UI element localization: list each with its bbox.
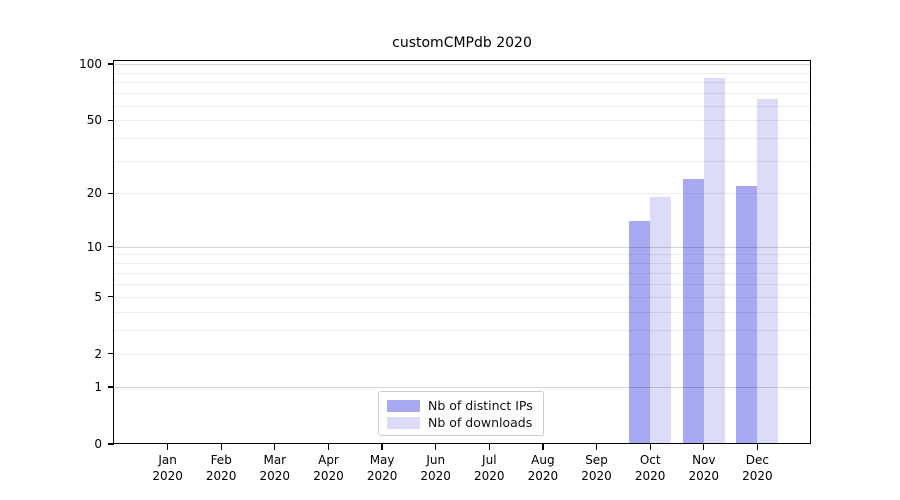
y-axis-tick xyxy=(108,386,114,388)
x-axis-tick xyxy=(595,444,598,450)
x-tick-year: 2020 xyxy=(366,469,398,483)
x-tick-label: Jan 2020 xyxy=(136,452,200,484)
x-tick-month: Nov xyxy=(692,453,716,467)
x-axis-tick xyxy=(381,444,383,450)
x-tick-year: 2020 xyxy=(205,469,237,483)
x-tick-label: Sep 2020 xyxy=(565,452,629,484)
x-axis-tick xyxy=(488,444,490,450)
gridline-minor xyxy=(114,254,810,256)
bar-dec-distinct-ips xyxy=(736,185,758,443)
x-tick-month: Sep xyxy=(585,453,608,467)
gridline-major xyxy=(114,386,810,388)
chart-title: customCMPdb 2020 xyxy=(392,35,532,51)
x-axis-tick xyxy=(649,444,651,450)
x-tick-month: Aug xyxy=(531,453,555,467)
y-tick-label: 2 xyxy=(94,346,102,361)
bar-nov-distinct-ips xyxy=(682,179,704,443)
y-axis-tick xyxy=(108,443,114,445)
x-tick-month: Jan xyxy=(158,453,177,467)
gridline-minor xyxy=(114,72,810,74)
gridline-minor xyxy=(114,263,810,265)
y-tick-label: 100 xyxy=(79,57,102,71)
x-tick-year: 2020 xyxy=(313,469,344,483)
legend-entry-distinct-ips: Nb of distinct IPs xyxy=(387,397,535,414)
gridline-minor xyxy=(114,161,810,163)
gridline-minor xyxy=(114,311,810,313)
x-axis-tick xyxy=(435,444,437,450)
gridline-minor xyxy=(114,120,810,122)
gridline-minor xyxy=(114,93,810,94)
y-tick-label: 1 xyxy=(94,379,102,394)
x-tick-month: Jul xyxy=(482,453,497,467)
y-axis-tick xyxy=(108,63,114,65)
x-tick-label: Aug 2020 xyxy=(511,452,575,484)
gridline-minor xyxy=(114,329,810,331)
gridline-minor xyxy=(114,193,810,195)
gridline-minor xyxy=(114,272,810,274)
x-tick-month: Dec xyxy=(745,453,769,467)
x-tick-label: Dec 2020 xyxy=(725,452,789,484)
y-tick-label: 5 xyxy=(94,289,102,304)
x-tick-month: Jun xyxy=(426,453,446,467)
downloads-swatch-icon xyxy=(387,416,420,429)
x-tick-month: May xyxy=(369,453,395,467)
y-tick-label: 20 xyxy=(86,186,102,201)
gridline-minor xyxy=(114,283,810,285)
x-tick-label: Mar 2020 xyxy=(243,452,307,484)
gridline-minor xyxy=(114,296,810,298)
gridline-major xyxy=(114,64,810,65)
x-tick-month: Mar xyxy=(263,453,287,467)
gridline-minor xyxy=(114,138,810,140)
gridline-major xyxy=(114,246,810,248)
x-tick-year: 2020 xyxy=(742,469,773,483)
x-tick-label: Oct 2020 xyxy=(618,452,682,484)
x-axis-tick xyxy=(703,444,705,450)
legend-label: Nb of downloads xyxy=(428,415,533,430)
y-axis-tick xyxy=(108,295,114,298)
x-axis-tick xyxy=(166,444,169,450)
x-tick-label: Nov 2020 xyxy=(672,452,736,484)
gridline-minor xyxy=(114,105,810,107)
gridline-minor xyxy=(114,353,810,355)
x-tick-year: 2020 xyxy=(420,469,451,483)
x-tick-year: 2020 xyxy=(581,469,612,483)
y-tick-label: 50 xyxy=(86,113,102,128)
x-tick-year: 2020 xyxy=(474,469,505,483)
legend-entry-downloads: Nb of downloads xyxy=(387,414,535,431)
y-axis-tick xyxy=(108,192,114,194)
x-tick-year: 2020 xyxy=(688,469,720,483)
y-axis-tick xyxy=(108,352,114,355)
y-tick-label: 0 xyxy=(94,437,102,451)
bar-nov-downloads xyxy=(703,78,725,443)
x-tick-month: Apr xyxy=(318,453,339,467)
x-axis-tick xyxy=(327,444,330,450)
y-tick-label: 10 xyxy=(86,239,102,254)
x-tick-month: Feb xyxy=(210,453,232,467)
x-tick-label: May 2020 xyxy=(350,452,414,484)
legend-label: Nb of distinct IPs xyxy=(428,398,533,413)
x-tick-label: Apr 2020 xyxy=(297,452,361,484)
x-tick-label: Jun 2020 xyxy=(404,452,468,484)
x-tick-month: Oct xyxy=(639,453,661,467)
x-tick-label: Feb 2020 xyxy=(189,452,253,484)
distinct-ips-swatch-icon xyxy=(387,399,420,412)
x-tick-year: 2020 xyxy=(152,469,183,483)
legend: Nb of distinct IPs Nb of downloads xyxy=(378,391,544,436)
bar-oct-distinct-ips xyxy=(629,221,651,443)
x-axis-tick xyxy=(274,444,276,450)
x-tick-year: 2020 xyxy=(634,469,666,483)
x-axis-tick xyxy=(542,444,544,450)
x-axis-tick xyxy=(756,444,759,450)
x-tick-label: Jul 2020 xyxy=(457,452,521,484)
y-axis-tick xyxy=(108,245,114,248)
gridline-minor xyxy=(114,82,810,84)
bar-oct-downloads xyxy=(650,197,672,443)
bar-dec-downloads xyxy=(757,99,779,443)
y-axis-tick xyxy=(108,119,114,121)
x-tick-year: 2020 xyxy=(527,469,559,483)
x-tick-year: 2020 xyxy=(259,469,291,483)
x-axis-tick xyxy=(220,444,222,450)
